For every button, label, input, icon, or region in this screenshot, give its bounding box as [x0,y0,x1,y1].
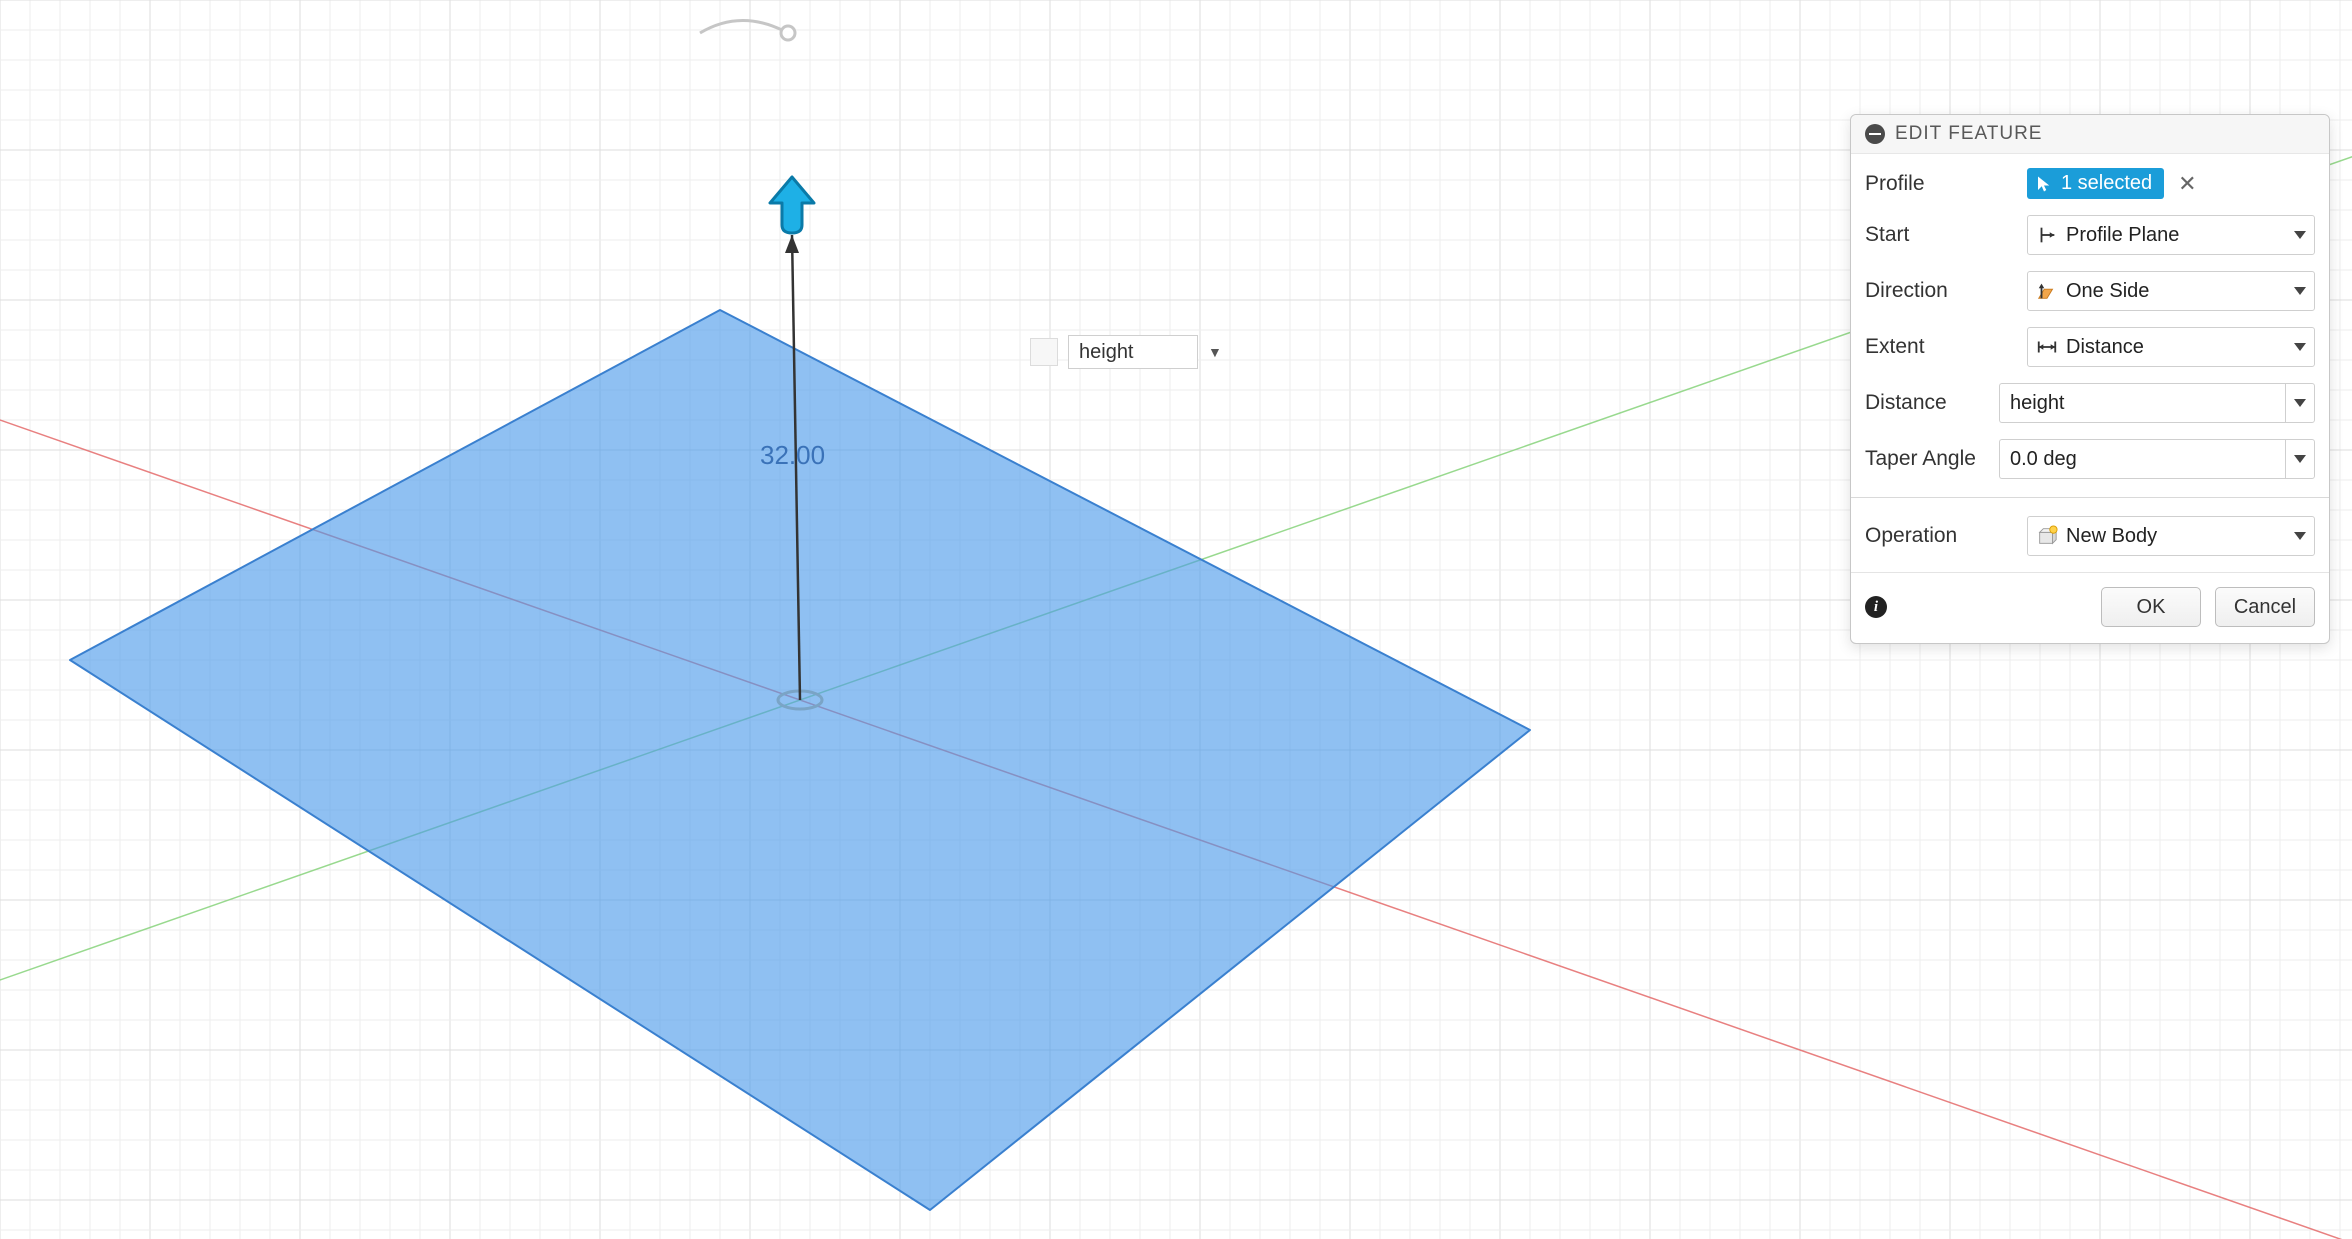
collapse-icon[interactable] [1865,124,1885,144]
row-profile: Profile 1 selected ✕ [1851,160,2329,207]
chevron-down-icon [2294,532,2306,540]
new-body-icon [2036,525,2058,547]
profile-label: Profile [1865,172,2015,196]
ok-button[interactable]: OK [2101,587,2201,627]
panel-footer: i OK Cancel [1851,572,2329,643]
extrude-dimension-label: 32.00 [760,440,825,471]
distance-input[interactable] [1999,383,2285,423]
profile-clear-button[interactable]: ✕ [2172,169,2202,199]
direction-select[interactable]: One Side [2027,271,2315,311]
start-select[interactable]: Profile Plane [2027,215,2315,255]
row-direction: Direction One Side [1851,263,2329,319]
profile-selection-chip[interactable]: 1 selected [2027,168,2164,199]
chevron-down-icon [2294,287,2306,295]
row-distance: Distance [1851,375,2329,431]
row-start: Start Profile Plane [1851,207,2329,263]
panel-title: EDIT FEATURE [1895,123,2042,145]
profile-plane-icon [2036,224,2058,246]
taper-input[interactable] [1999,439,2285,479]
row-operation: Operation New Body [1851,508,2329,564]
row-extent: Extent Distance [1851,319,2329,375]
info-icon[interactable]: i [1865,596,1887,618]
chevron-down-icon [2294,343,2306,351]
extrude-distance-flyout[interactable]: ▼ [1030,335,1222,369]
extrude-distance-flyout-input[interactable] [1068,335,1198,369]
row-taper: Taper Angle [1851,431,2329,487]
chevron-down-icon[interactable]: ▼ [1208,344,1222,360]
panel-body: Profile 1 selected ✕ Start [1851,154,2329,564]
extent-select[interactable]: Distance [2027,327,2315,367]
cancel-button[interactable]: Cancel [2215,587,2315,627]
operation-select[interactable]: New Body [2027,516,2315,556]
cursor-icon [2035,175,2053,193]
distance-icon [2036,336,2058,358]
extent-value: Distance [2066,336,2280,359]
direction-value: One Side [2066,280,2280,303]
taper-label: Taper Angle [1865,447,1987,471]
operation-label: Operation [1865,524,2015,548]
cad-viewport[interactable]: 32.00 ▼ EDIT FEATURE Profile 1 selected [0,0,2352,1239]
distance-label: Distance [1865,391,1987,415]
start-label: Start [1865,223,2015,247]
panel-header[interactable]: EDIT FEATURE [1851,115,2329,154]
one-side-icon [2036,280,2058,302]
start-value: Profile Plane [2066,224,2280,247]
measure-flyout-icon [1030,338,1058,366]
extent-label: Extent [1865,335,2015,359]
edit-feature-panel[interactable]: EDIT FEATURE Profile 1 selected ✕ Start [1850,114,2330,644]
panel-divider [1851,497,2329,498]
chevron-down-icon [2294,231,2306,239]
profile-chip-text: 1 selected [2061,172,2152,195]
operation-value: New Body [2066,525,2280,548]
direction-label: Direction [1865,279,2015,303]
taper-dropdown-button[interactable] [2285,439,2315,479]
distance-dropdown-button[interactable] [2285,383,2315,423]
